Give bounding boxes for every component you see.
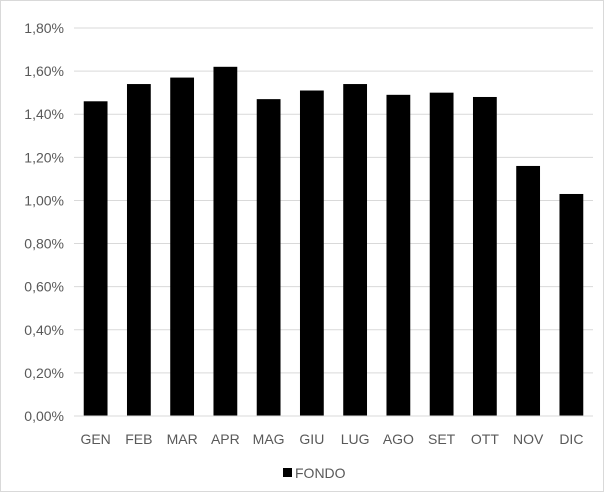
y-tick-label: 0,60% bbox=[24, 279, 64, 295]
y-tick-label: 0,20% bbox=[24, 365, 64, 381]
x-tick-label-ott: OTT bbox=[471, 431, 499, 447]
bar-lug bbox=[343, 84, 368, 417]
x-tick-label-apr: APR bbox=[211, 431, 240, 447]
y-tick-label: 1,00% bbox=[24, 192, 64, 208]
x-tick-label-lug: LUG bbox=[341, 431, 370, 447]
x-tick-label-mag: MAG bbox=[253, 431, 285, 447]
y-tick-label: 1,20% bbox=[24, 149, 64, 165]
bar-nov bbox=[516, 165, 541, 416]
bar-gen bbox=[83, 101, 108, 417]
y-tick-label: 1,80% bbox=[24, 20, 64, 36]
x-axis-tick-labels: GEN FEB MAR APR MAG GIU LUG AGO SET OTT NOV DIC bbox=[80, 431, 583, 447]
bar-feb bbox=[126, 84, 151, 417]
x-tick-label-ago: AGO bbox=[383, 431, 414, 447]
bar-dic bbox=[559, 193, 584, 416]
bar-ago bbox=[386, 94, 411, 417]
x-tick-label-dic: DIC bbox=[559, 431, 583, 447]
x-tick-label-set: SET bbox=[428, 431, 456, 447]
bar-mar bbox=[170, 77, 195, 417]
y-tick-label: 0,80% bbox=[24, 236, 64, 252]
x-tick-label-nov: NOV bbox=[513, 431, 544, 447]
bar-mag bbox=[256, 99, 281, 416]
gridlines bbox=[74, 27, 593, 374]
y-tick-label: 1,40% bbox=[24, 106, 64, 122]
x-tick-label-giu: GIU bbox=[299, 431, 324, 447]
bars bbox=[83, 66, 584, 417]
x-tick-label-feb: FEB bbox=[125, 431, 152, 447]
bar-ott bbox=[472, 96, 497, 416]
y-tick-label: 0,40% bbox=[24, 322, 64, 338]
bar-apr bbox=[213, 66, 238, 417]
legend-label-fondo: FONDO bbox=[295, 465, 346, 481]
bar-giu bbox=[299, 90, 324, 416]
y-tick-label: 0,00% bbox=[24, 408, 64, 424]
y-tick-label: 1,60% bbox=[24, 63, 64, 79]
bar-set bbox=[429, 92, 454, 417]
x-tick-label-gen: GEN bbox=[80, 431, 110, 447]
legend-swatch-fondo bbox=[283, 468, 292, 477]
legend: FONDO bbox=[283, 465, 346, 481]
y-axis-tick-labels: 0,00% 0,20% 0,40% 0,60% 0,80% 1,00% 1,20% 1,40%… bbox=[24, 20, 64, 424]
x-tick-label-mar: MAR bbox=[167, 431, 198, 447]
